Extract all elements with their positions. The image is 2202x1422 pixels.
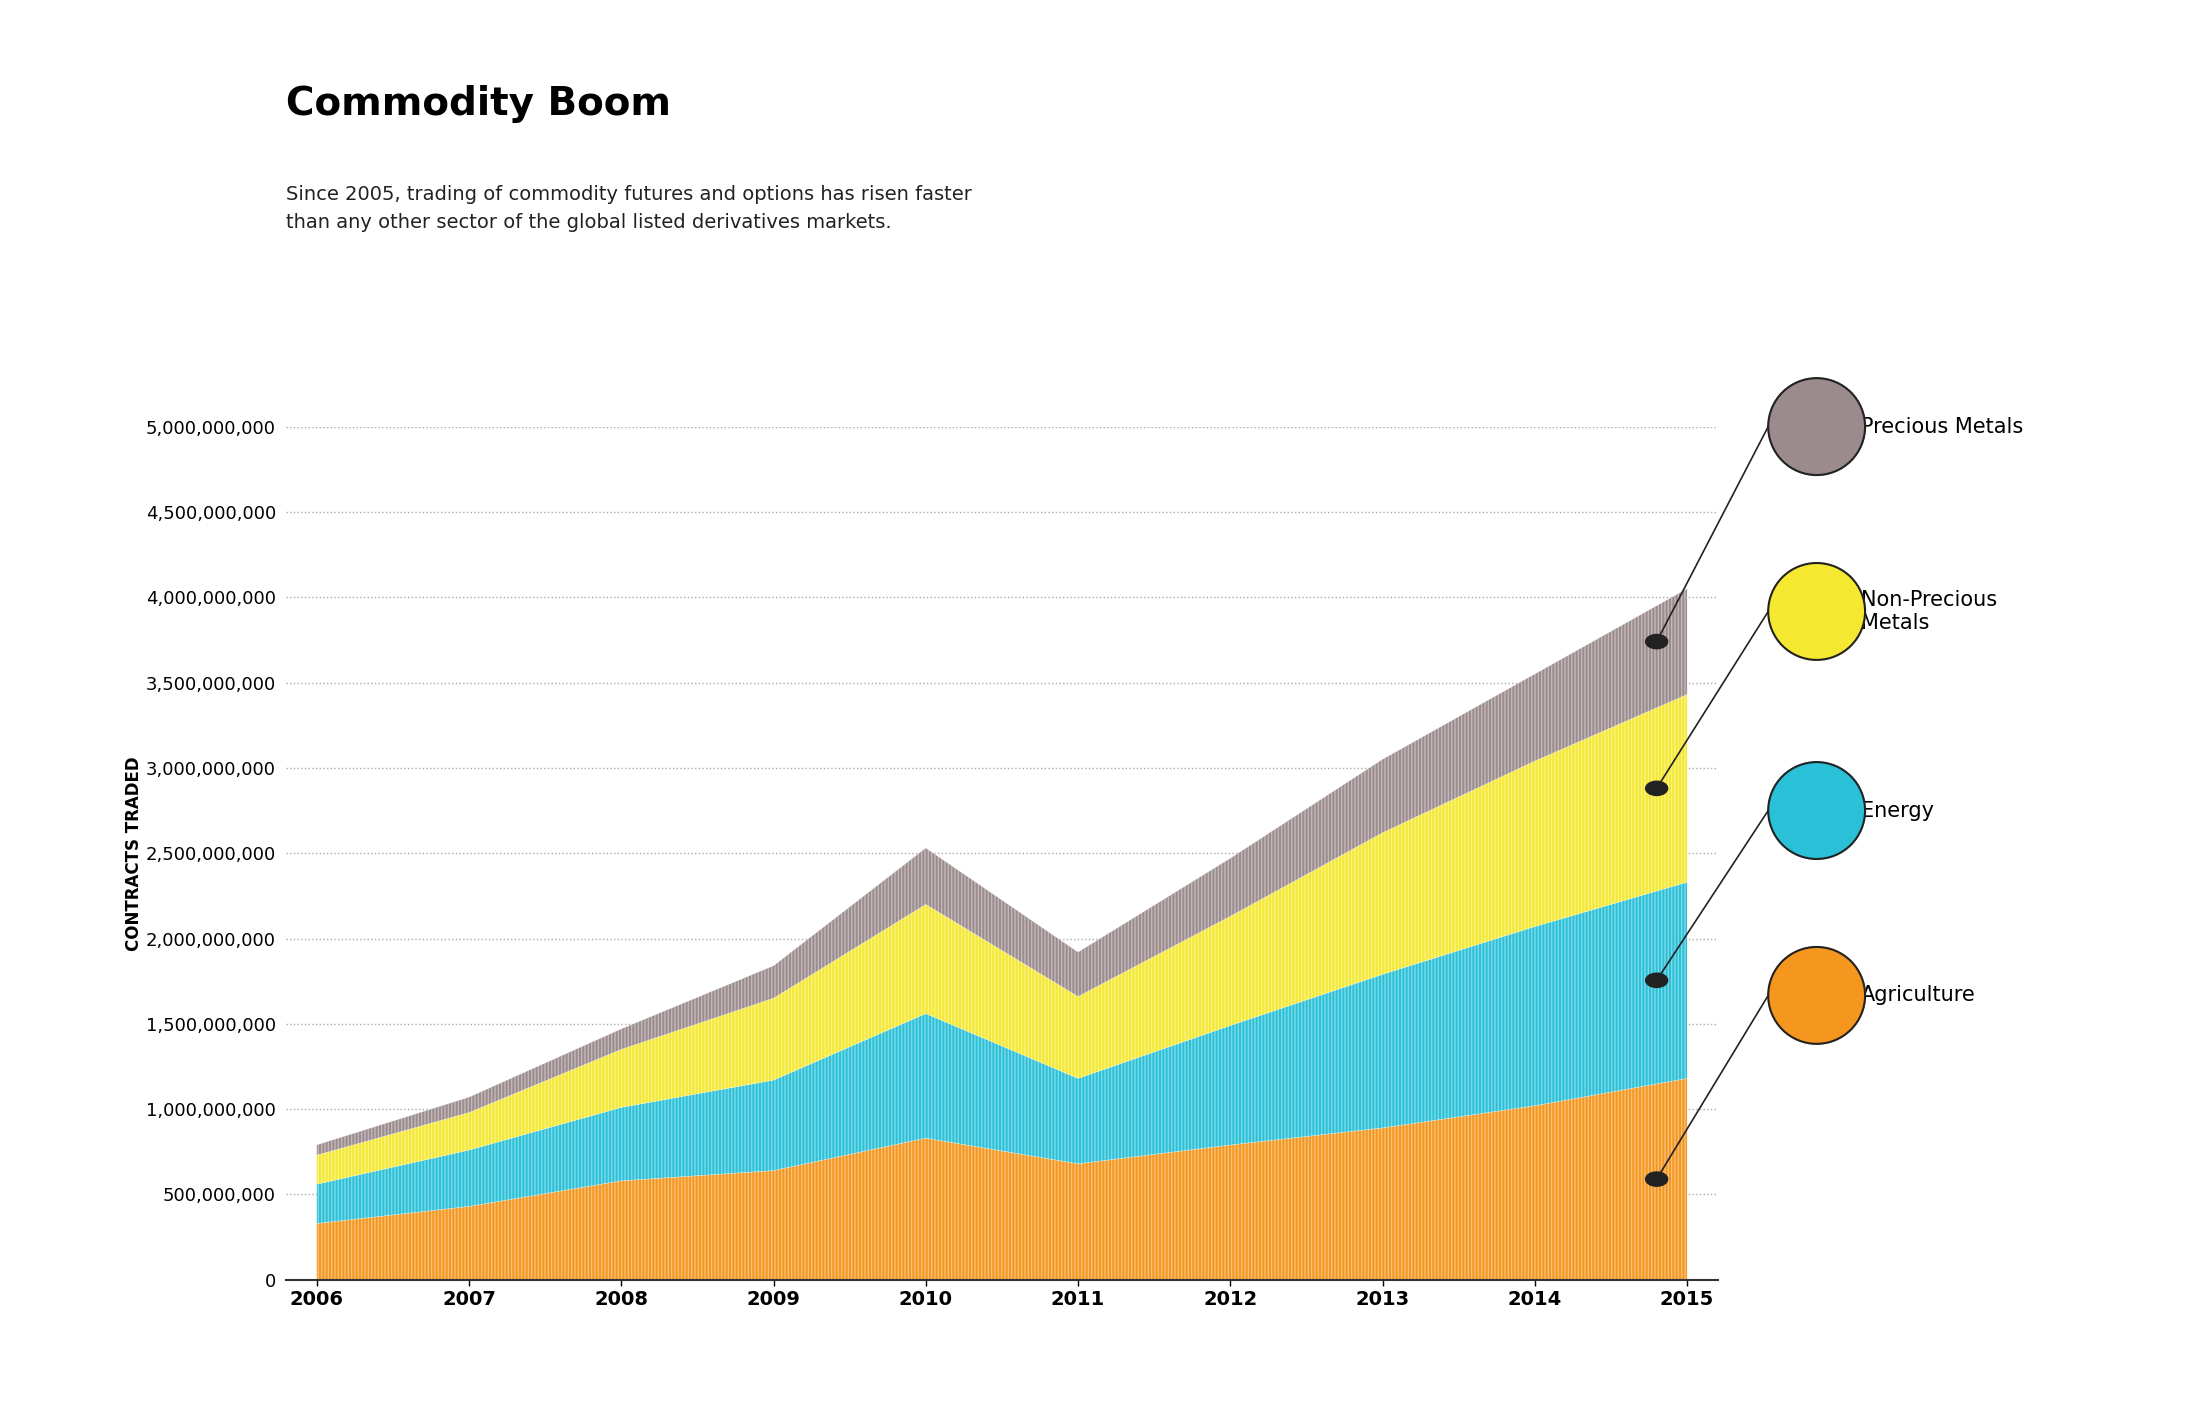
Text: Commodity Boom: Commodity Boom — [286, 85, 672, 124]
Text: Precious Metals: Precious Metals — [1861, 417, 2024, 437]
Y-axis label: CONTRACTS TRADED: CONTRACTS TRADED — [126, 757, 143, 950]
Text: Agriculture: Agriculture — [1861, 985, 1975, 1005]
Text: Energy: Energy — [1861, 801, 1933, 820]
Text: Since 2005, trading of commodity futures and options has risen faster
than any o: Since 2005, trading of commodity futures… — [286, 185, 971, 232]
Text: Non-Precious
Metals: Non-Precious Metals — [1861, 590, 1997, 633]
